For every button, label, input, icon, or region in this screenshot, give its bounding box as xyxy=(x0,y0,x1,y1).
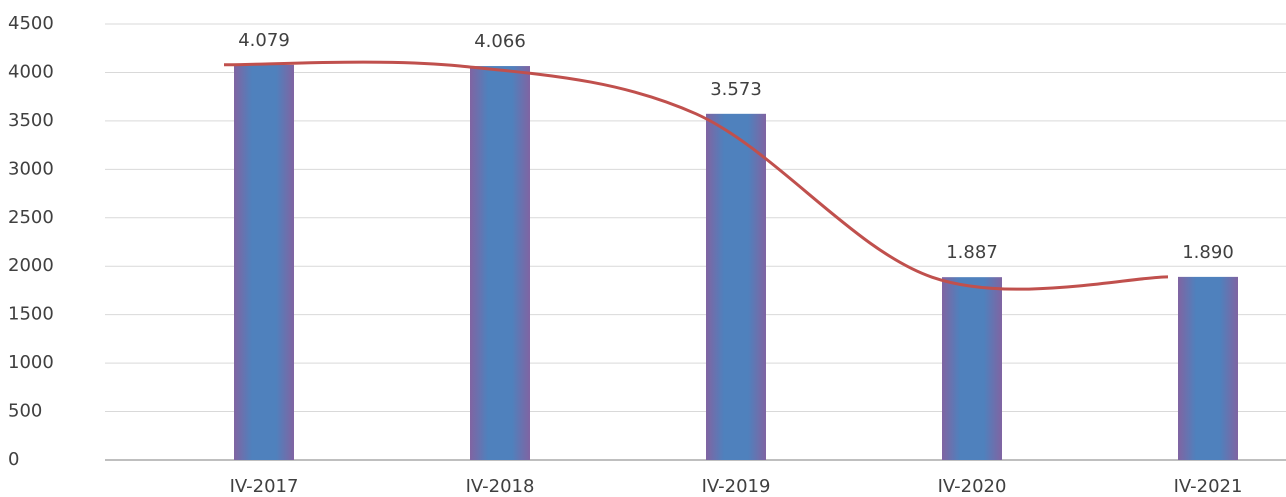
bar xyxy=(234,64,294,460)
value-label: 4.066 xyxy=(474,31,526,52)
y-tick-label: 1500 xyxy=(8,304,54,325)
x-tick-label: IV-2019 xyxy=(702,476,771,497)
y-tick-label: 0 xyxy=(8,449,19,470)
x-tick-label: IV-2021 xyxy=(1174,476,1243,497)
y-tick-label: 3000 xyxy=(8,158,54,179)
trendline xyxy=(223,60,1169,291)
bar xyxy=(470,66,530,460)
y-tick-label: 4500 xyxy=(8,13,54,34)
value-label: 1.890 xyxy=(1182,242,1234,263)
x-tick-label: IV-2017 xyxy=(230,476,299,497)
x-tick-label: IV-2020 xyxy=(938,476,1007,497)
bar xyxy=(1178,276,1238,460)
value-label: 1.887 xyxy=(946,242,998,263)
value-label: 3.573 xyxy=(710,79,762,100)
y-tick-label: 2500 xyxy=(8,207,54,228)
y-tick-label: 4000 xyxy=(8,61,54,82)
y-tick-label: 500 xyxy=(8,401,42,422)
y-tick-label: 3500 xyxy=(8,110,54,131)
y-tick-label: 1000 xyxy=(8,352,54,373)
value-label: 4.079 xyxy=(238,30,290,51)
y-tick-label: 2000 xyxy=(8,255,54,276)
x-tick-label: IV-2018 xyxy=(466,476,535,497)
bar xyxy=(942,277,1002,460)
bar xyxy=(706,113,766,460)
